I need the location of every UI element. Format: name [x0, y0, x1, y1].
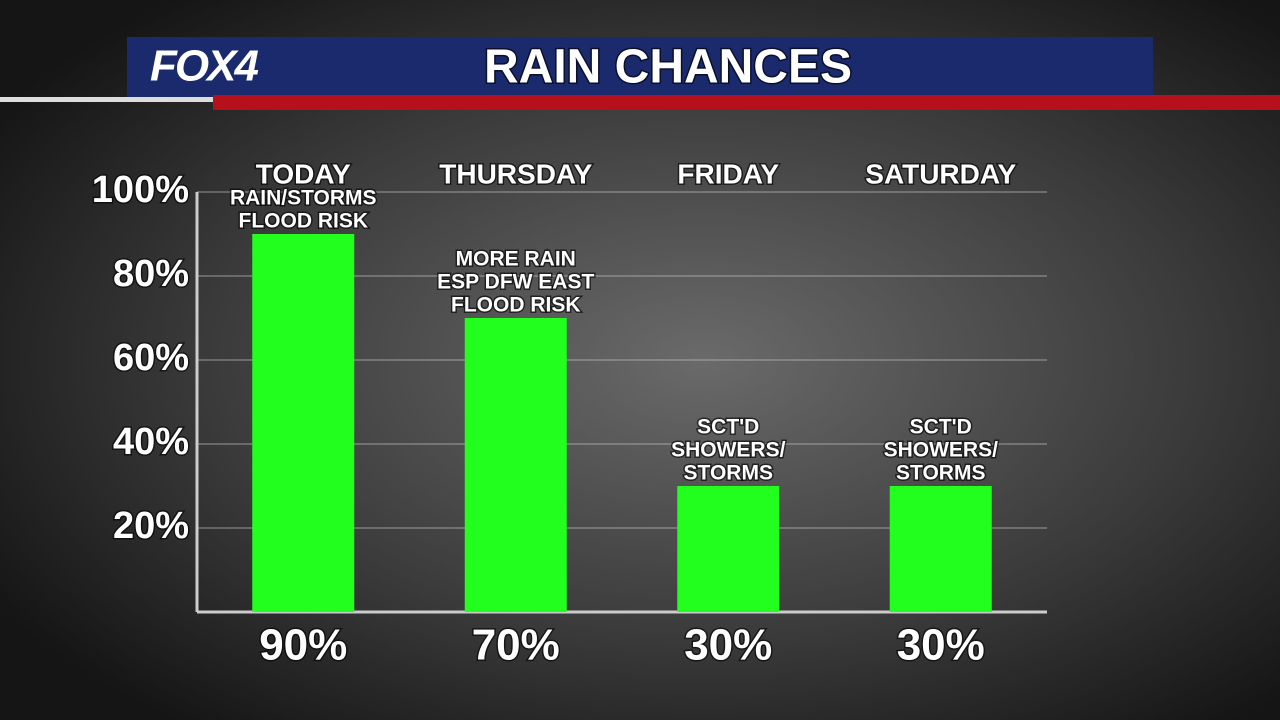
- bar-annotation: RAIN/STORMS: [230, 187, 377, 210]
- bar-annotation: SHOWERS/: [884, 439, 999, 462]
- chart-title: RAIN CHANCES: [484, 41, 852, 94]
- bar-annotation: STORMS: [684, 462, 773, 485]
- x-tick-label: THURSDAY: [439, 158, 592, 189]
- value-label: 30%: [684, 621, 772, 670]
- bar-annotation: SHOWERS/: [671, 439, 786, 462]
- bar: [464, 318, 567, 612]
- x-tick-label: SATURDAY: [865, 158, 1016, 189]
- bar: [677, 486, 780, 612]
- x-tick-label: TODAY: [256, 158, 351, 189]
- y-tick-label: 60%: [113, 337, 189, 379]
- white-stripe: [0, 97, 213, 102]
- bar: [889, 486, 992, 612]
- bar-annotation: STORMS: [896, 462, 985, 485]
- bar-annotation: FLOOD RISK: [451, 294, 581, 317]
- title-banner: [127, 37, 1153, 97]
- bar-annotation: ESP DFW EAST: [437, 271, 594, 294]
- x-tick-label: FRIDAY: [677, 158, 779, 189]
- value-label: 70%: [472, 621, 560, 670]
- red-stripe: [213, 95, 1280, 110]
- value-label: 90%: [259, 621, 347, 670]
- y-tick-label: 80%: [113, 253, 189, 295]
- value-label: 30%: [897, 621, 985, 670]
- bar-annotation: MORE RAIN: [456, 248, 576, 271]
- bar-annotation: FLOOD RISK: [239, 210, 369, 233]
- bar-annotation: SCT'D: [697, 416, 759, 439]
- y-tick-label: 20%: [113, 505, 189, 547]
- y-tick-label: 100%: [92, 169, 189, 211]
- bar: [252, 234, 355, 612]
- bar-annotation: SCT'D: [910, 416, 972, 439]
- logo: FOX4: [150, 42, 258, 91]
- y-tick-label: 40%: [113, 421, 189, 463]
